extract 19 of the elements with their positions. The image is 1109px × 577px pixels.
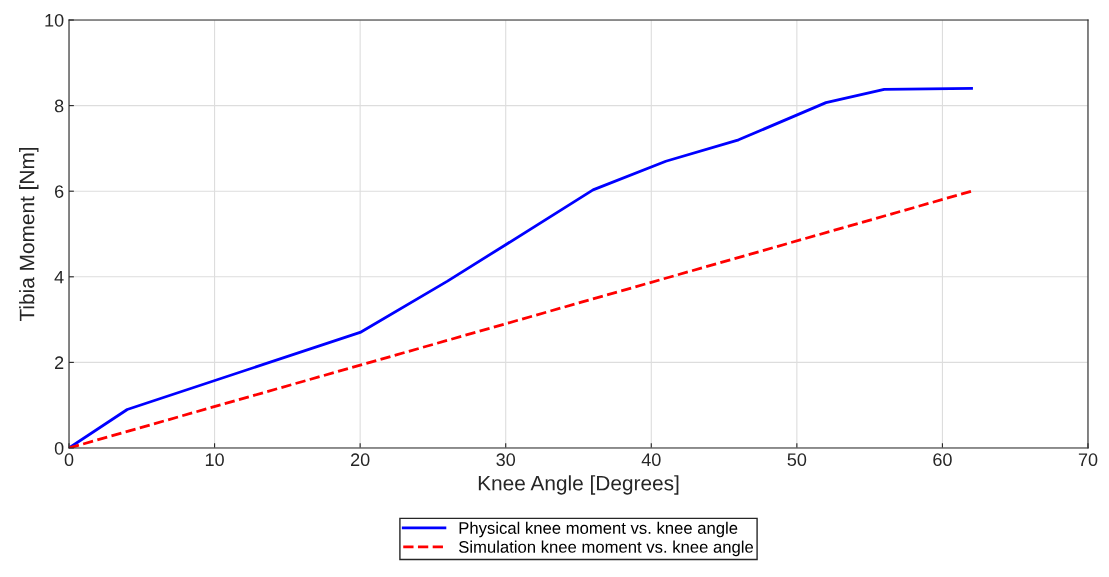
line-series — [69, 87, 973, 448]
x-tick-label: 60 — [933, 453, 952, 467]
legend-label: Physical knee moment vs. knee angle — [459, 521, 738, 538]
y-tick-label: 0 — [54, 441, 64, 455]
x-tick-label: 10 — [205, 453, 224, 467]
x-tick-label: 0 — [64, 453, 74, 467]
y-tick-label: 10 — [45, 13, 64, 27]
y-tick-label: 8 — [54, 99, 64, 113]
x-tick-label: 70 — [1078, 453, 1098, 467]
x-tick-label: 50 — [787, 453, 807, 467]
x-tick-label: 40 — [641, 453, 661, 467]
y-tick-label: 2 — [55, 356, 64, 369]
x-tick-label: 30 — [496, 453, 516, 467]
x-tick-label: 20 — [351, 453, 370, 467]
y-tick-label: 6 — [55, 185, 64, 198]
legend-label: Simulation knee moment vs. knee angle — [459, 540, 754, 557]
x-axis-title: Knee Angle [Degrees] — [478, 475, 679, 495]
y-axis-title: Tibia Moment [Nm] — [19, 147, 39, 322]
y-tick-label: 4 — [54, 270, 64, 284]
